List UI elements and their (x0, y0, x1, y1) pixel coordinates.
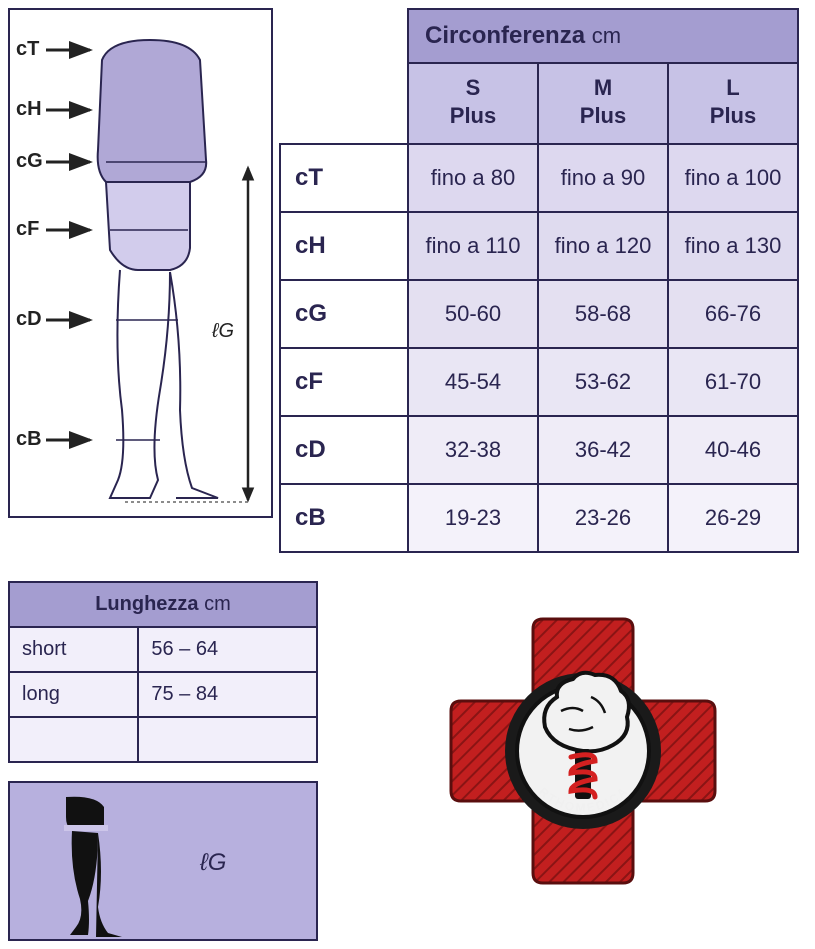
size-row-ct: cTfino a 80fino a 90fino a 100 (280, 144, 798, 212)
row-label: cB (280, 484, 408, 552)
diagram-svg (10, 10, 275, 520)
length-row-empty (9, 717, 317, 762)
col-header-m: M Plus (538, 63, 668, 144)
lg-panel: ℓG (8, 781, 318, 941)
size-cell: 61-70 (668, 348, 798, 416)
size-row-cd: cD32-3836-4240-46 (280, 416, 798, 484)
length-header: Lunghezza cm (9, 582, 317, 627)
size-cell: 36-42 (538, 416, 668, 484)
length-table: Lunghezza cm short 56 – 64 long 75 – 84 (8, 581, 318, 763)
circumference-table: Circonferenza cm S Plus M Plus L Plus cT… (279, 8, 799, 553)
leg-silhouette-icon (26, 789, 146, 939)
size-cell: fino a 80 (408, 144, 538, 212)
circumference-header-text: Circonferenza (425, 22, 585, 49)
orthomedical-logo: ORTHOMEDICAL (358, 581, 807, 901)
row-label: cF (280, 348, 408, 416)
size-row-cb: cB19-2323-2626-29 (280, 484, 798, 552)
col-header-s: S Plus (408, 63, 538, 144)
size-cell: 66-76 (668, 280, 798, 348)
lg-panel-symbol: ℓG (200, 849, 226, 877)
size-cell: 26-29 (668, 484, 798, 552)
size-row-cf: cF45-5453-6261-70 (280, 348, 798, 416)
size-cell: 53-62 (538, 348, 668, 416)
row-label: cD (280, 416, 408, 484)
row-label: cG (280, 280, 408, 348)
length-row-short: short 56 – 64 (9, 627, 317, 672)
size-cell: 19-23 (408, 484, 538, 552)
size-cell: 50-60 (408, 280, 538, 348)
circumference-header-unit: cm (592, 23, 621, 48)
size-cell: fino a 110 (408, 212, 538, 280)
size-cell: 23-26 (538, 484, 668, 552)
logo-svg: ORTHOMEDICAL (433, 601, 733, 901)
col-header-l: L Plus (668, 63, 798, 144)
length-row-long: long 75 – 84 (9, 672, 317, 717)
size-cell: 40-46 (668, 416, 798, 484)
size-cell: 45-54 (408, 348, 538, 416)
size-cell: 58-68 (538, 280, 668, 348)
size-row-ch: cHfino a 110fino a 120fino a 130 (280, 212, 798, 280)
size-cell: 32-38 (408, 416, 538, 484)
row-label: cH (280, 212, 408, 280)
size-cell: fino a 90 (538, 144, 668, 212)
size-cell: fino a 120 (538, 212, 668, 280)
size-cell: fino a 100 (668, 144, 798, 212)
circumference-header: Circonferenza cm (408, 9, 798, 63)
row-label: cT (280, 144, 408, 212)
leg-measurement-diagram: cT cH cG cF cD cB A–T A–G ℓG (8, 8, 273, 518)
size-cell: fino a 130 (668, 212, 798, 280)
size-row-cg: cG50-6058-6866-76 (280, 280, 798, 348)
